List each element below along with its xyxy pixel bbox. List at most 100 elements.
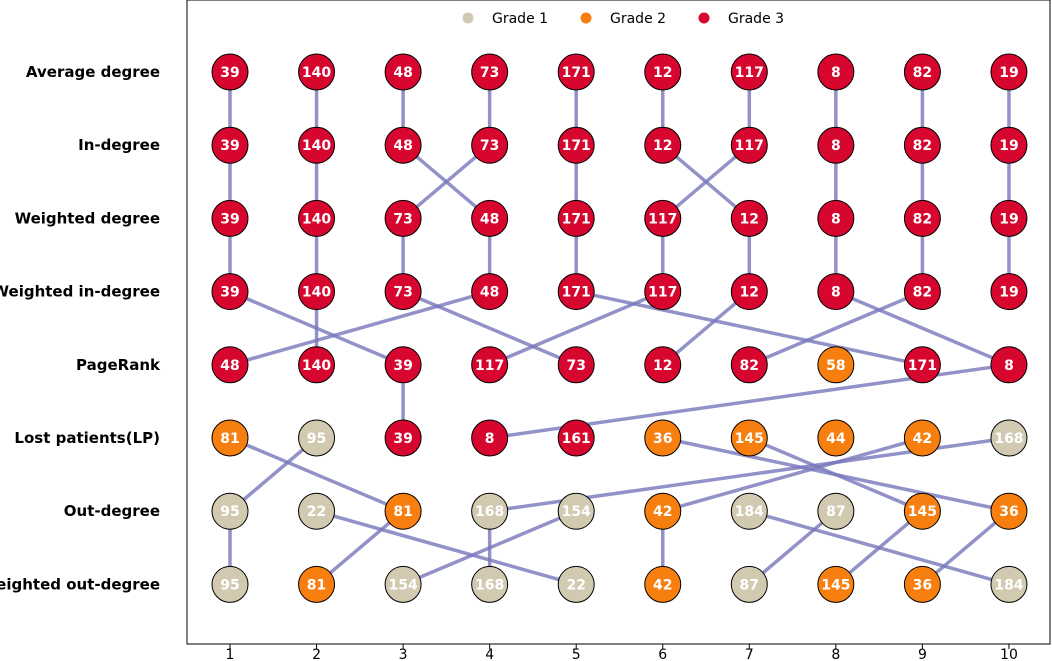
node-marker	[990, 53, 1028, 91]
node-label: 140	[302, 285, 331, 301]
node-marker	[817, 199, 855, 237]
node-label: 8	[831, 65, 841, 81]
node-marker	[471, 273, 509, 311]
node-group: 8	[817, 199, 855, 237]
node-group: 48	[471, 273, 509, 311]
node-marker	[471, 53, 509, 91]
node-marker	[557, 419, 595, 457]
ranking-links	[228, 72, 1011, 587]
node-group: 73	[471, 126, 509, 164]
rank-link	[835, 289, 1010, 367]
node-marker	[990, 199, 1028, 237]
node-label: 12	[740, 211, 759, 227]
node-group: 48	[471, 199, 509, 237]
node-group: 117	[730, 53, 768, 91]
node-marker	[298, 565, 336, 603]
node-label: 39	[220, 285, 239, 301]
rank-link	[229, 289, 491, 367]
node-group: 12	[644, 53, 682, 91]
node-label: 145	[908, 504, 937, 520]
node-group: 145	[817, 565, 855, 603]
node-label: 82	[913, 285, 932, 301]
rank-link	[402, 289, 577, 367]
node-label: 48	[393, 65, 412, 81]
node-marker	[211, 53, 249, 91]
node-group: 82	[903, 199, 941, 237]
node-group: 184	[990, 565, 1028, 603]
node-marker	[903, 346, 941, 384]
node-marker	[644, 419, 682, 457]
x-tick-label: 3	[399, 647, 408, 661]
node-group: 19	[990, 199, 1028, 237]
node-marker	[557, 346, 595, 384]
node-label: 161	[562, 431, 591, 447]
node-marker	[557, 565, 595, 603]
node-marker	[557, 126, 595, 164]
node-group: 73	[557, 346, 595, 384]
node-label: 42	[653, 577, 672, 593]
node-group: 48	[211, 346, 249, 384]
node-marker	[990, 346, 1028, 384]
node-group: 117	[471, 346, 509, 384]
node-group: 22	[557, 565, 595, 603]
node-group: 48	[384, 53, 422, 91]
node-label: 117	[648, 211, 677, 227]
node-marker	[211, 419, 249, 457]
node-group: 12	[644, 126, 682, 164]
node-marker	[730, 492, 768, 530]
rank-link	[402, 509, 577, 587]
node-group: 82	[730, 346, 768, 384]
node-label: 82	[740, 358, 759, 374]
node-group: 117	[644, 273, 682, 311]
node-label: 39	[220, 211, 239, 227]
row-label: Weighted in-degree	[0, 283, 160, 301]
legend: Grade 1 Grade 2 Grade 3	[462, 11, 784, 27]
x-tick-label: 10	[1000, 647, 1018, 661]
node-marker	[990, 273, 1028, 311]
node-marker	[990, 492, 1028, 530]
node-marker	[903, 419, 941, 457]
node-label: 19	[999, 138, 1018, 154]
node-label: 12	[653, 138, 672, 154]
rank-link	[661, 143, 751, 220]
row-label: Lost patients(LP)	[14, 429, 160, 447]
node-group: 168	[990, 419, 1028, 457]
rank-link	[315, 509, 405, 586]
x-tick-label: 9	[918, 647, 927, 661]
node-label: 87	[740, 577, 759, 593]
node-label: 171	[562, 65, 591, 81]
node-marker	[990, 419, 1028, 457]
row-label: Average degree	[26, 63, 160, 81]
node-marker	[817, 419, 855, 457]
node-label: 145	[735, 431, 764, 447]
node-marker	[730, 273, 768, 311]
node-group: 8	[471, 419, 509, 457]
node-group: 39	[211, 126, 249, 164]
node-group: 81	[298, 565, 336, 603]
node-group: 19	[990, 53, 1028, 91]
node-label: 48	[393, 138, 412, 154]
node-marker	[557, 199, 595, 237]
node-label: 184	[994, 577, 1023, 593]
node-label: 117	[735, 138, 764, 154]
node-label: 8	[1004, 358, 1014, 374]
node-label: 42	[913, 431, 932, 447]
node-label: 22	[307, 504, 326, 520]
node-group: 171	[557, 199, 595, 237]
node-label: 171	[562, 211, 591, 227]
node-label: 36	[999, 504, 1018, 520]
node-label: 42	[653, 504, 672, 520]
node-group: 82	[903, 273, 941, 311]
rank-link	[228, 436, 318, 513]
node-label: 73	[393, 285, 412, 301]
row-label: In-degree	[78, 136, 160, 154]
node-group: 42	[644, 565, 682, 603]
rank-link	[662, 436, 923, 513]
node-marker	[817, 273, 855, 311]
node-marker	[211, 346, 249, 384]
x-tick-label: 2	[312, 647, 321, 661]
node-marker	[298, 53, 336, 91]
node-group: 39	[211, 273, 249, 311]
x-tick-label: 7	[745, 647, 754, 661]
node-label: 171	[562, 285, 591, 301]
